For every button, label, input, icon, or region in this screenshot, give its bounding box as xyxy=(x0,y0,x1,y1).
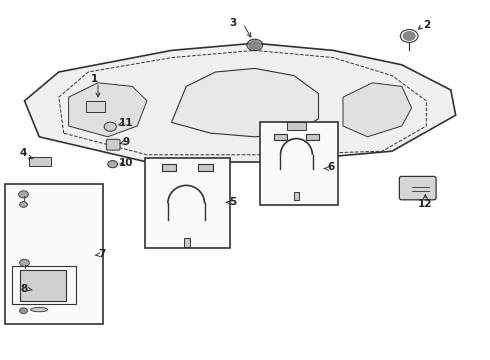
PathPatch shape xyxy=(24,43,456,162)
Text: 4: 4 xyxy=(20,148,27,158)
Ellipse shape xyxy=(104,122,117,131)
Bar xyxy=(5,184,103,324)
Text: 3: 3 xyxy=(230,18,237,28)
Bar xyxy=(20,270,66,301)
Bar xyxy=(260,122,338,205)
Text: 12: 12 xyxy=(418,199,433,209)
Bar xyxy=(306,134,318,140)
Bar xyxy=(198,164,213,171)
Bar xyxy=(12,266,76,304)
Text: 10: 10 xyxy=(119,158,134,168)
PathPatch shape xyxy=(69,83,147,137)
Text: 2: 2 xyxy=(423,20,430,30)
Text: 11: 11 xyxy=(119,118,134,128)
Text: 7: 7 xyxy=(98,249,106,259)
Bar xyxy=(287,122,306,130)
Text: 9: 9 xyxy=(123,137,130,147)
Bar xyxy=(145,158,230,248)
Bar xyxy=(294,192,299,200)
PathPatch shape xyxy=(343,83,412,137)
Ellipse shape xyxy=(30,307,48,312)
Bar xyxy=(86,101,105,112)
Circle shape xyxy=(108,161,118,168)
FancyBboxPatch shape xyxy=(106,139,120,150)
PathPatch shape xyxy=(172,68,318,137)
Bar xyxy=(162,164,176,171)
Bar xyxy=(184,238,190,247)
Text: 8: 8 xyxy=(20,284,27,294)
Circle shape xyxy=(249,41,261,49)
Circle shape xyxy=(20,202,27,207)
Text: 5: 5 xyxy=(229,197,236,207)
Text: 1: 1 xyxy=(91,74,98,84)
Circle shape xyxy=(19,191,28,198)
Circle shape xyxy=(403,32,415,40)
FancyBboxPatch shape xyxy=(399,176,436,200)
Text: 6: 6 xyxy=(327,162,334,172)
Circle shape xyxy=(20,308,27,314)
Bar xyxy=(29,157,51,166)
Bar xyxy=(274,134,287,140)
Circle shape xyxy=(20,259,29,266)
